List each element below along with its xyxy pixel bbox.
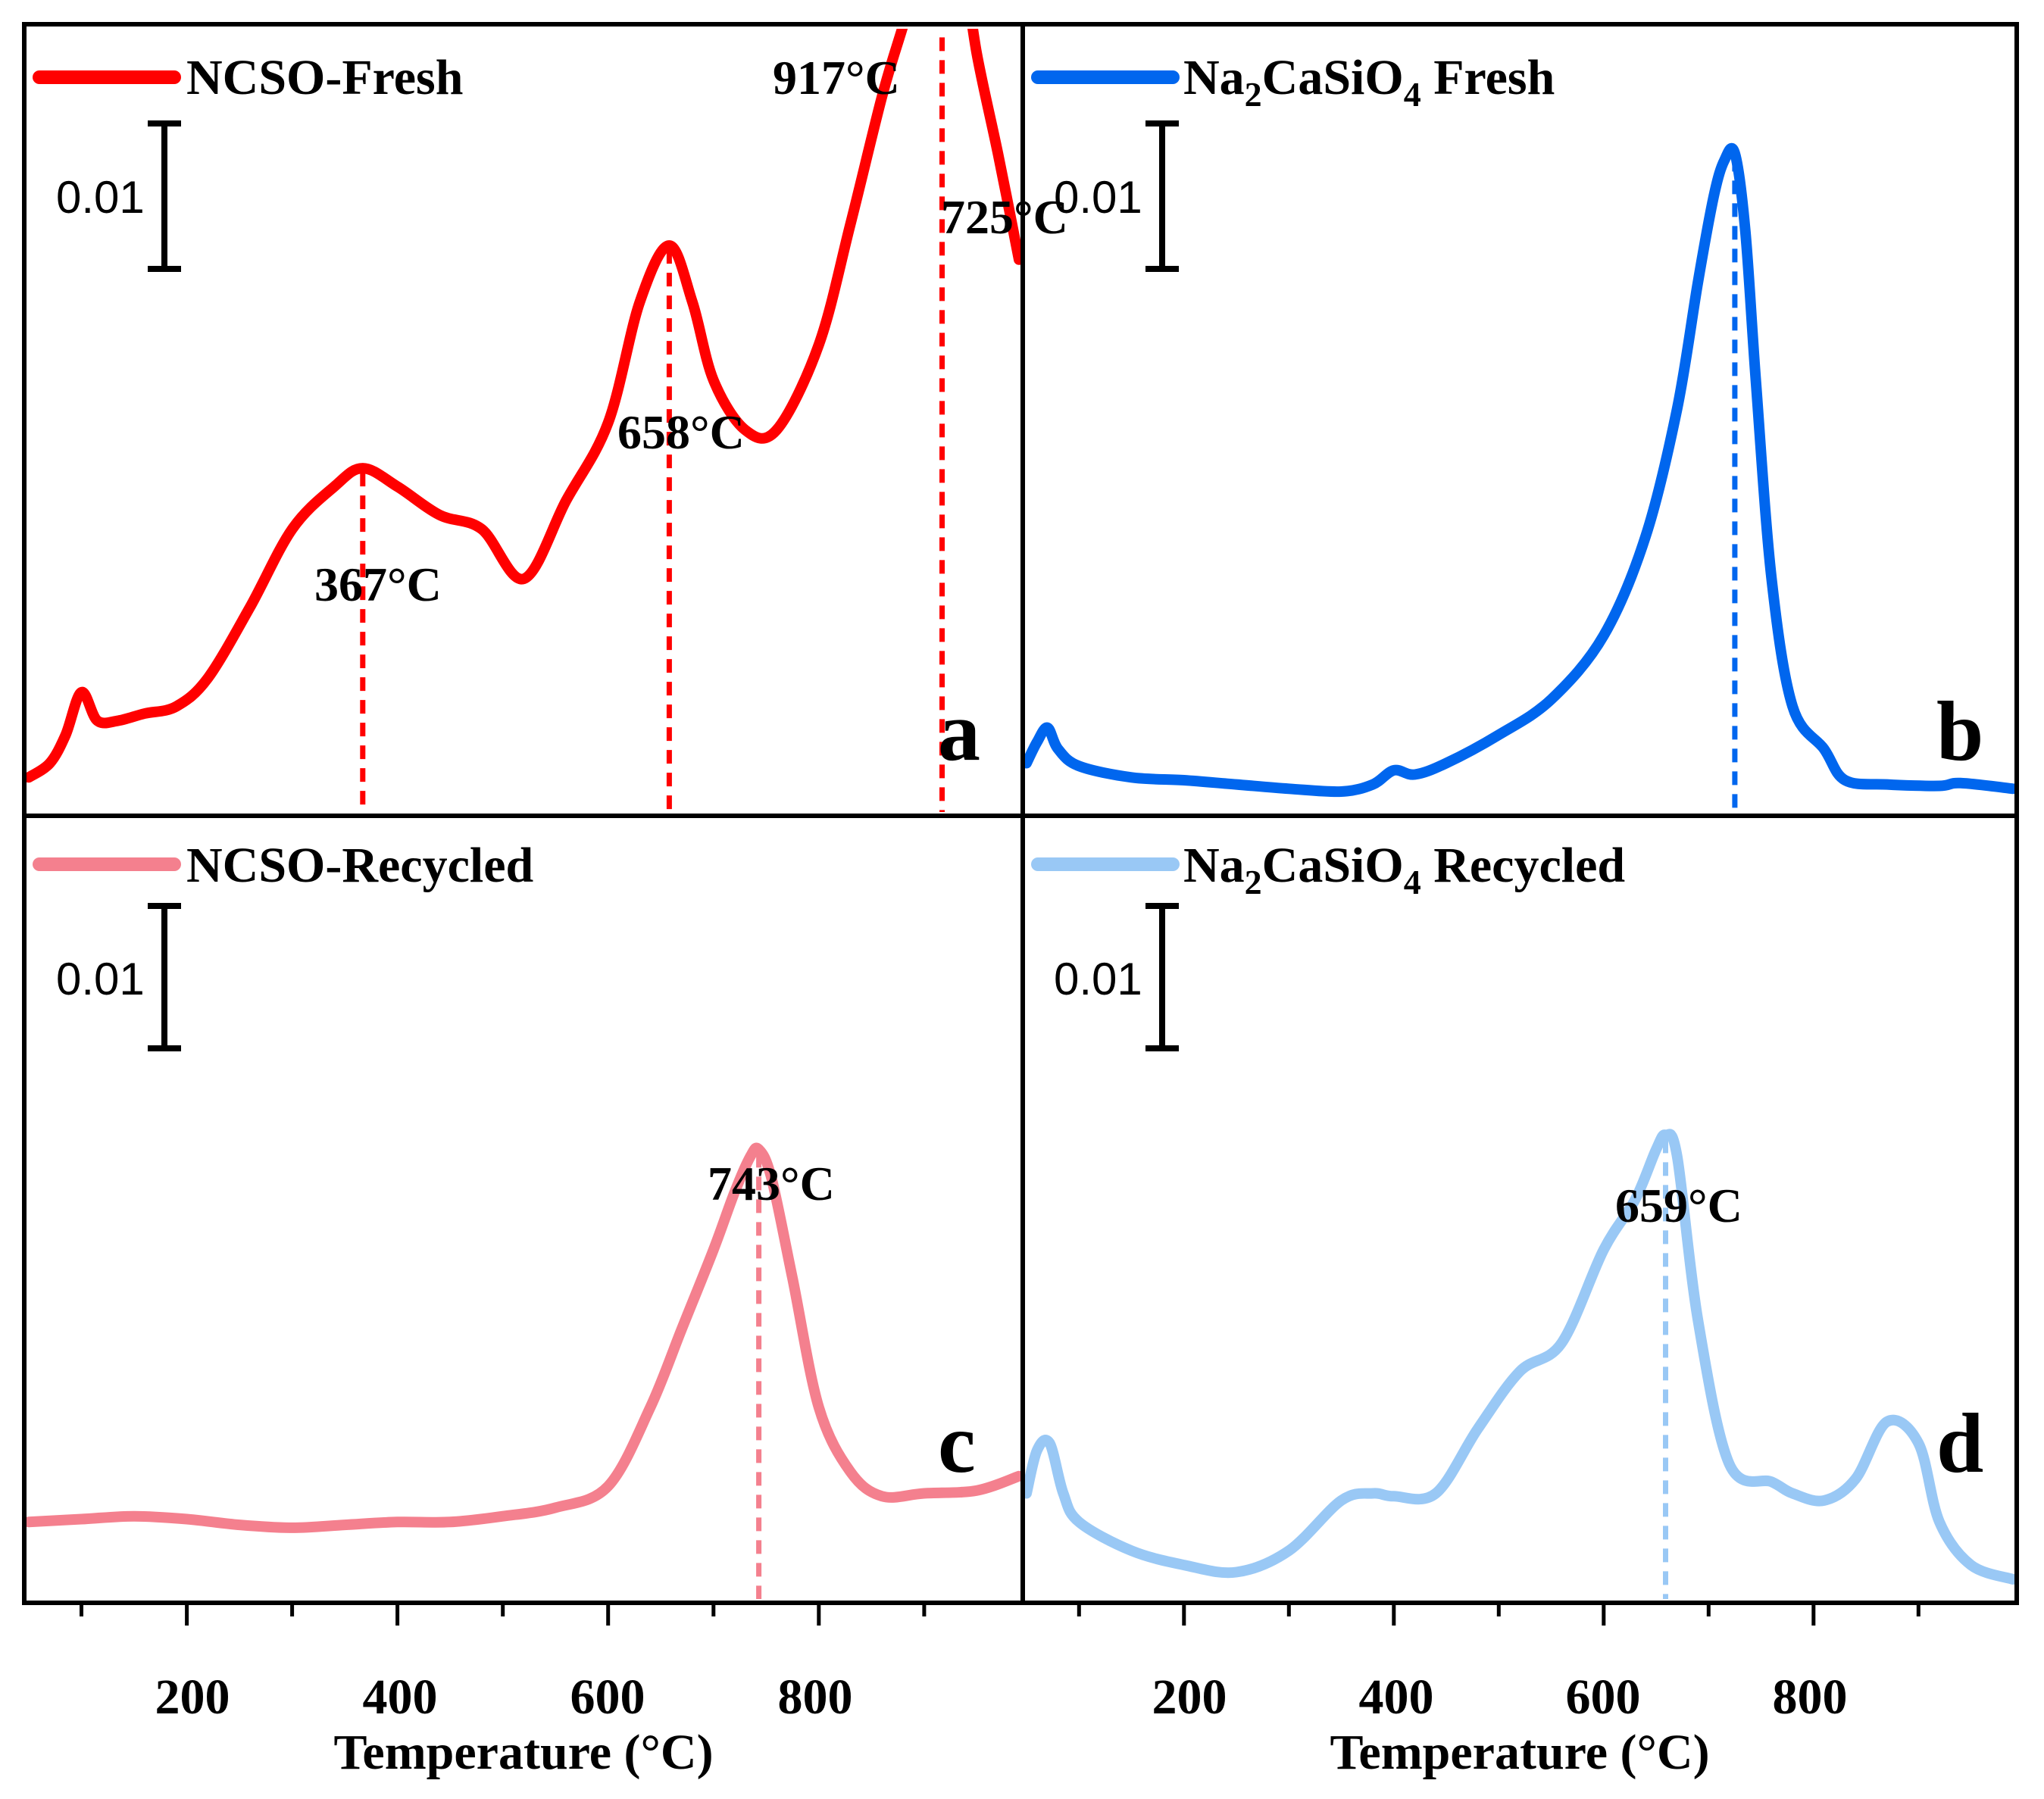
- panel-b-curve-layer: [1022, 142, 2017, 812]
- panel-d-letter: d: [1936, 1397, 1983, 1491]
- panel-d-scale-label: 0.01: [1054, 954, 1142, 1004]
- panel-a-letter: a: [938, 685, 980, 779]
- panel-d-series-line: [1022, 1129, 2017, 1585]
- panel-c-series-line: [24, 1142, 1024, 1533]
- panel-a-peak-label-917: 917°C: [773, 51, 900, 105]
- panel-c-letter: c: [938, 1397, 976, 1491]
- panel-b: Na2CaSiO4 Fresh 0.01 725°C b: [941, 50, 2017, 812]
- x-axis-left-ticks: [80, 1603, 927, 1626]
- x-axis-left: 200 400 600 800 Temperature (°C): [24, 1601, 1023, 1780]
- panel-a-scale-bar: [148, 120, 181, 272]
- panel-d-peak-label-659: 659°C: [1615, 1179, 1742, 1232]
- panel-d-curve-layer: [1022, 1129, 2017, 1599]
- x-axis-left-tick-label-200: 200: [155, 1669, 230, 1725]
- panel-d-legend-label: Na2CaSiO4 Recycled: [1183, 838, 1625, 901]
- panel-c: NCSO-Recycled 0.01 743°C c: [24, 838, 1024, 1599]
- panel-a-legend-label: NCSO-Fresh: [186, 50, 463, 105]
- panel-b-letter: b: [1936, 685, 1983, 779]
- x-axis-right: 200 400 600 800 Temperature (°C): [1023, 1601, 2017, 1780]
- x-axis-right-tick-label-800: 800: [1773, 1669, 1848, 1725]
- x-axis-left-tick-label-400: 400: [363, 1669, 438, 1725]
- panel-b-legend-label: Na2CaSiO4 Fresh: [1183, 50, 1555, 114]
- panel-a-scale-label: 0.01: [56, 172, 145, 223]
- panel-c-scale-bar: [148, 903, 181, 1051]
- panel-a-peak-label-658: 658°C: [617, 405, 745, 459]
- x-axis-right-title: Temperature (°C): [1330, 1725, 1709, 1780]
- panel-a-peak-label-367: 367°C: [314, 558, 442, 611]
- panel-d-scale-bar: [1145, 903, 1179, 1051]
- panel-b-scale-bar: [1145, 120, 1179, 272]
- x-axes: 200 400 600 800 Temperature (°C) 200 400…: [24, 1601, 2017, 1780]
- x-axis-right-tick-label-600: 600: [1566, 1669, 1641, 1725]
- panel-c-curve-layer: [24, 1142, 1024, 1599]
- panel-a-series-line: [24, 29, 1024, 783]
- panel-c-peak-label-743: 743°C: [708, 1157, 835, 1210]
- x-axis-right-tick-label-400: 400: [1359, 1669, 1434, 1725]
- panel-b-series-line: [1022, 142, 2017, 798]
- x-axis-right-tick-label-200: 200: [1152, 1669, 1227, 1725]
- panel-c-legend-label: NCSO-Recycled: [186, 838, 533, 893]
- x-axis-left-tick-label-800: 800: [778, 1669, 853, 1725]
- x-axis-left-title: Temperature (°C): [333, 1725, 713, 1780]
- panel-a-curve-layer: [24, 29, 1024, 812]
- panel-b-scale-label: 0.01: [1054, 172, 1142, 223]
- panel-b-peak-label-725: 725°C: [941, 190, 1068, 244]
- panel-d: Na2CaSiO4 Recycled 0.01 659°C d: [1022, 838, 2017, 1599]
- panel-a: NCSO-Fresh 0.01 367°C 658°C 917°C a: [24, 29, 1024, 812]
- x-axis-left-tick-label-600: 600: [570, 1669, 645, 1725]
- panel-c-scale-label: 0.01: [56, 954, 145, 1004]
- x-axis-right-ticks: [1077, 1603, 1921, 1626]
